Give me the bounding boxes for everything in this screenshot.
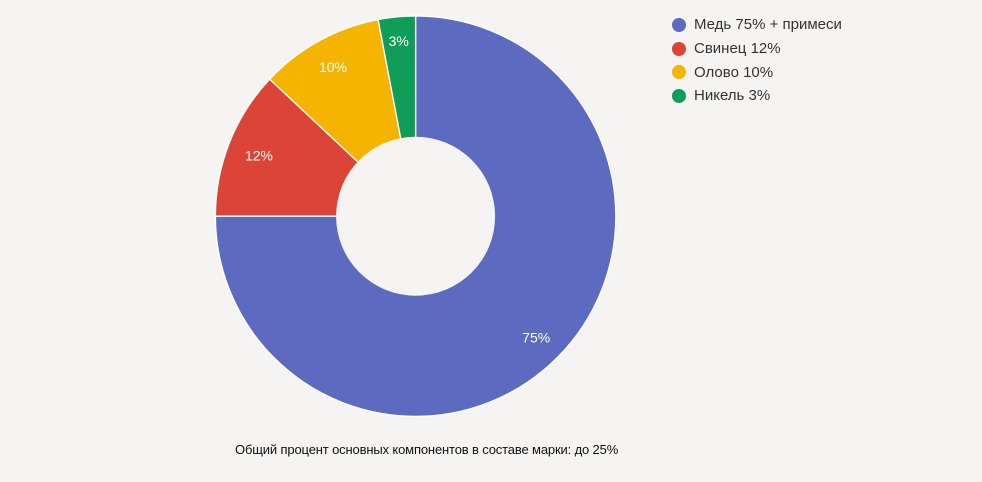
svg-text:3%: 3% xyxy=(389,33,409,49)
svg-text:75%: 75% xyxy=(522,329,550,345)
svg-text:12%: 12% xyxy=(245,147,273,163)
svg-text:10%: 10% xyxy=(319,59,347,75)
